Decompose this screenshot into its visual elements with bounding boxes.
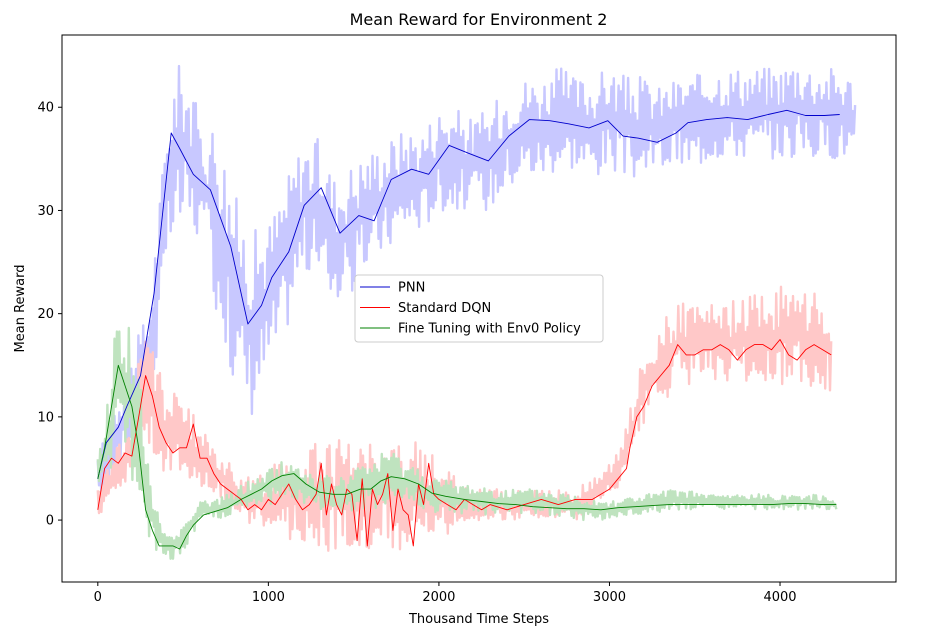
x-axis-label: Thousand Time Steps [408, 612, 549, 627]
y-tick-label: 10 [37, 410, 54, 425]
x-tick-label: 0 [94, 590, 102, 605]
series-line-pnn [97, 109, 840, 479]
y-tick-label: 30 [37, 204, 54, 219]
y-tick-label: 40 [37, 101, 54, 116]
band-pnn [96, 64, 857, 497]
chart-title: Mean Reward for Environment 2 [350, 10, 608, 29]
y-axis-label: Mean Reward [13, 265, 28, 353]
x-tick-label: 4000 [763, 590, 796, 605]
series-lines [97, 109, 840, 550]
y-axis: 0 10 20 30 40 [37, 101, 62, 529]
legend-label: Standard DQN [398, 301, 491, 316]
x-tick-label: 1000 [252, 590, 285, 605]
x-tick-label: 3000 [593, 590, 626, 605]
x-tick-label: 2000 [422, 590, 455, 605]
legend-box [354, 274, 604, 343]
variance-bands [96, 64, 857, 560]
x-axis: 0 1000 2000 3000 4000 [94, 582, 797, 605]
band-standard-dqn [96, 285, 833, 552]
y-tick-label: 20 [37, 307, 54, 322]
series-line-standard-dqn [97, 339, 832, 547]
legend-label: PNN [398, 281, 425, 296]
series-line-fine-tuning-with-env0-policy [97, 364, 837, 550]
y-tick-label: 0 [46, 514, 54, 529]
band-fine-tuning-with-env0-policy [96, 326, 838, 560]
legend: PNN Standard DQN Fine Tuning with Env0 Pol… [354, 274, 604, 343]
legend-label: Fine Tuning with Env0 Policy [398, 322, 581, 337]
plot-frame [61, 34, 897, 583]
